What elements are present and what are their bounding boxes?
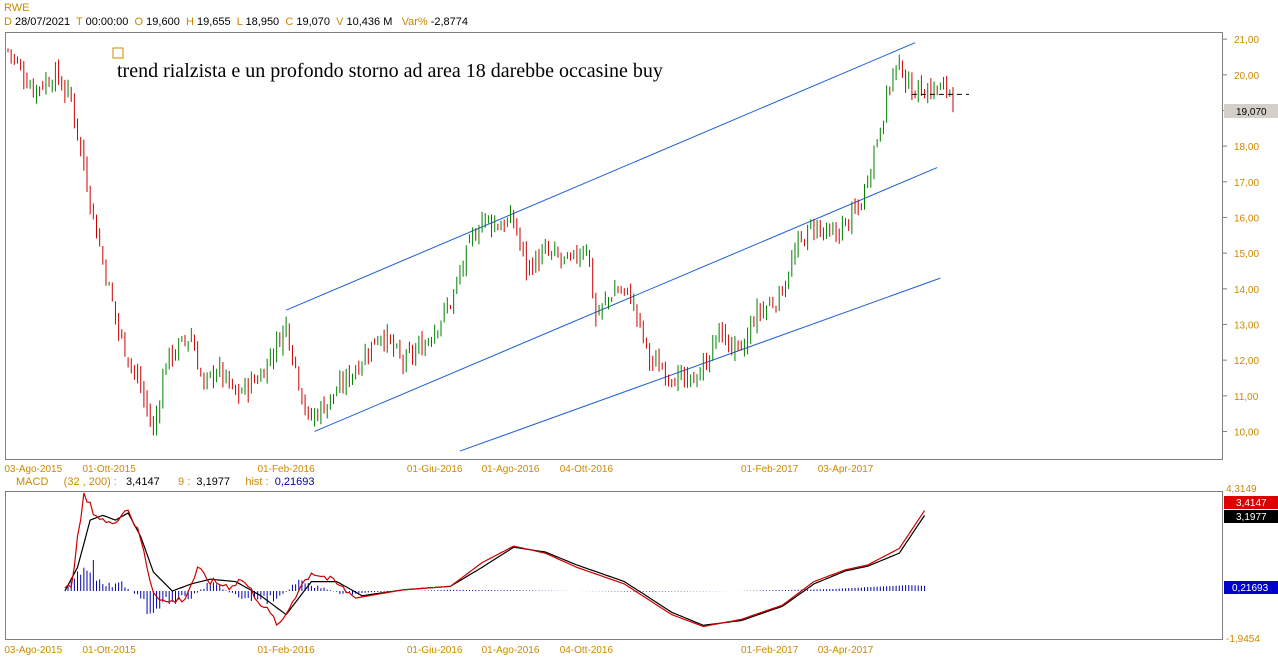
price-tick-label: 14,00 (1234, 285, 1259, 296)
date-tick-label: 01-Feb-2017 (741, 645, 799, 656)
channel-line (285, 42, 916, 311)
channel-line (459, 277, 941, 452)
trend-annotation[interactable]: trend rialzista e un profondo storno ad … (117, 60, 663, 82)
var-value: -2,8774 (430, 16, 469, 28)
hist-value-tag (1224, 581, 1278, 594)
macd-axis-bottom: -1,9454 (1226, 634, 1260, 645)
low-key: L (236, 16, 243, 28)
var-key: Var% (401, 16, 428, 28)
high-value: 19,655 (196, 16, 231, 28)
macd-axis-top: 4,3149 (1226, 484, 1257, 495)
price-tick-label: 16,00 (1234, 213, 1259, 224)
macd-value-tag (1224, 496, 1278, 509)
price-tick-label: 18,00 (1234, 142, 1259, 153)
price-tick-label: 12,00 (1234, 356, 1259, 367)
signal-value-tag (1224, 510, 1278, 523)
macd-header-value: 3,4147 (126, 476, 160, 488)
high-key: H (185, 16, 194, 28)
price-tick-label: 10,00 (1234, 427, 1259, 438)
volume-value: 10,436 M (346, 16, 393, 28)
chart-header: RWE D 28/07/2021 T 00:00:00 O 19,600 H 1… (0, 0, 1278, 30)
price-tick-label: 21,00 (1234, 35, 1259, 46)
date-tick-label: 03-Ago-2015 (4, 645, 62, 656)
date-tick-label: 01-Giu-2016 (407, 464, 463, 475)
signal-value-tag-text: 3,1977 (1236, 512, 1267, 523)
hist-key: hist : (245, 476, 269, 488)
last-price-tag (1224, 104, 1278, 118)
price-pane[interactable] (5, 32, 1223, 460)
channel-line (314, 167, 938, 432)
price-tick-label: 17,00 (1234, 178, 1259, 189)
macd-name: MACD (16, 476, 49, 488)
date-tick-label: 04-Ott-2016 (560, 645, 614, 656)
date-tick-label: 01-Feb-2016 (257, 645, 315, 656)
date-tick-label: 01-Feb-2017 (741, 464, 799, 475)
signal-header-value: 3,1977 (196, 476, 231, 488)
signal-key: 9 : (178, 476, 191, 488)
date-tick-label: 04-Ott-2016 (560, 464, 614, 475)
macd-value-tag-text: 3,4147 (1236, 498, 1267, 509)
time-key: T (76, 16, 83, 28)
price-tick-label: 20,00 (1234, 71, 1259, 82)
date-tick-label: 03-Ago-2015 (4, 464, 62, 475)
macd-signal-line (64, 512, 926, 626)
price-tick-label: 13,00 (1234, 320, 1259, 331)
ohlc-readout: D 28/07/2021 T 00:00:00 O 19,600 H 19,65… (4, 16, 468, 28)
date-axis-macd: 03-Ago-2015 01-Ott-2015 01-Feb-2016 01-Giu-… (4, 645, 873, 656)
time-value: 00:00:00 (85, 16, 129, 28)
date-tick-label: 01-Ott-2015 (82, 464, 136, 475)
last-price-tag-text: 19,070 (1236, 107, 1267, 118)
date-axis-price: 03-Ago-2015 01-Ott-2015 01-Feb-2016 01-Giu-… (4, 464, 873, 475)
price-tick-label: 15,00 (1234, 249, 1259, 260)
open-value: 19,600 (146, 16, 180, 28)
date-tick-label: 01-Giu-2016 (407, 645, 463, 656)
candlestick-series (7, 48, 954, 436)
date-key: D (4, 16, 12, 28)
date-tick-label: 03-Apr-2017 (818, 464, 874, 475)
date-tick-label: 01-Ago-2016 (482, 464, 540, 475)
date-tick-label: 01-Feb-2016 (257, 464, 315, 475)
macd-header: MACD (32 , 200) : 3,4147 9 : 3,1977 hist… (16, 476, 314, 488)
open-key: O (134, 16, 144, 28)
trend-channel[interactable] (285, 42, 941, 452)
price-tick-label: 11,00 (1234, 392, 1259, 403)
date-value: 28/07/2021 (15, 16, 71, 28)
close-key: C (285, 16, 294, 28)
macd-pane[interactable] (5, 491, 1223, 640)
hist-header-value: 0,21693 (274, 476, 315, 488)
macd-line (64, 492, 926, 628)
macd-params: (32 , 200) : (63, 476, 117, 488)
date-tick-label: 03-Apr-2017 (818, 645, 874, 656)
hist-value-tag-text: 0,21693 (1232, 583, 1269, 594)
price-axis: 21,0020,0019,0018,0017,0016,0015,0014,00… (1222, 35, 1259, 438)
annotation-marker-icon[interactable] (112, 47, 124, 59)
volume-key: V (336, 16, 344, 28)
ticker-symbol: RWE (4, 2, 30, 14)
date-tick-label: 01-Ago-2016 (482, 645, 540, 656)
close-value: 19,070 (296, 16, 330, 28)
date-tick-label: 01-Ott-2015 (82, 645, 136, 656)
low-value: 18,950 (245, 16, 280, 28)
